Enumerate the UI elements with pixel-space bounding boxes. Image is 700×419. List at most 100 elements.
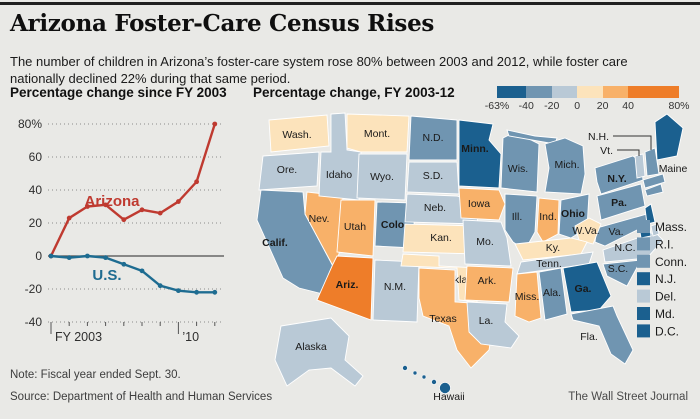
state-utah [336,199,376,257]
state-label-neb: Neb. [424,202,446,214]
data-point [103,202,108,208]
line-chart-svg: 80% 60 40 20 0 -20 -40 FY 2003 ’10 Arizona U.S. [18,117,224,344]
state-label-ny: N.Y. [607,173,626,185]
state-miss [514,271,542,323]
data-point [176,288,181,294]
state-label-hawaii: Hawaii [433,391,465,403]
state-label-ala: Ala. [543,287,561,299]
state-label-utah: Utah [344,221,366,233]
data-point [176,199,181,204]
state-label-ariz: Ariz. [336,279,359,291]
state-label-ohio: Ohio [561,208,585,220]
data-point [194,179,200,185]
state-label-mont: Mont. [364,128,390,140]
state-conn_sl [644,183,664,197]
scale-tick-label: -20 [544,100,560,112]
series-label-arizona: Arizona [84,193,140,210]
series-line-arizona [49,123,216,257]
state-label-colo: Colo. [381,219,407,231]
data-point [103,255,108,261]
state-la [466,301,520,349]
state-ky [514,237,588,261]
state-ark [464,265,514,303]
chart-title: Percentage change since FY 2003 [10,85,227,100]
small-state-swatch [637,237,650,251]
scale-tick-label: 40 [622,100,634,112]
state-mass_sl [642,173,666,189]
state-label-nd: N.D. [423,132,444,144]
state-nj [644,203,656,225]
data-point [194,289,200,295]
state-okla [400,253,480,303]
scale-segment [526,86,552,98]
state-wis [500,131,540,193]
color-scale-legend [497,86,679,98]
state-label-sd: S.D. [423,170,443,182]
state-ariz [316,255,374,321]
state-wva [574,217,602,245]
scale-tick-label: -40 [518,100,534,112]
leader-line-nh [613,135,652,150]
state-ga [562,261,612,313]
state-label-alaska: Alaska [295,341,327,353]
leader-line-vt [617,149,640,156]
state-label-wash: Wash. [282,129,311,141]
scale-segment [602,86,629,98]
state-label-ill: Ill. [512,211,523,223]
y-tick-label: 20 [29,216,43,230]
state-pa [596,183,646,221]
state-ore [258,151,320,191]
state-label-ark: Ark. [478,275,497,287]
state-label-la: La. [479,315,494,327]
dek: The number of children in Arizona’s fost… [10,54,628,87]
state-label-va: Va. [609,226,624,238]
state-label-ga: Ga. [575,283,592,295]
small-state-label: D.C. [655,324,679,338]
note: Note: Fiscal year ended Sept. 30. [10,369,181,381]
data-point [121,261,127,267]
credit: The Wall Street Journal [568,391,688,403]
data-point [157,283,163,289]
y-tick-label: 40 [29,183,43,197]
small-state-label: N.J. [655,272,676,286]
state-hawaii [421,374,427,380]
small-state-swatch [637,272,650,286]
state-maine [654,113,684,161]
data-point [139,207,145,213]
state-label-maine: Maine [659,163,688,175]
data-point [85,204,90,209]
source: Source: Department of Health and Human S… [10,391,273,403]
y-tick-label: 80% [18,117,42,131]
scale-tick-label: 0 [574,100,581,112]
scale-segment [497,86,527,98]
y-tick-label: -40 [25,315,43,329]
state-minn [458,119,502,189]
scale-segment [551,86,578,98]
state-iowa [458,187,506,221]
state-label-wis: Wis. [508,163,528,175]
state-label-iowa: Iowa [468,198,490,210]
state-ala [538,267,568,321]
state-label-kan: Kan. [430,232,452,244]
state-label-ky: Ky. [546,242,560,254]
state-label-nh: N.H. [588,131,609,143]
state-label-minn: Minn. [461,143,488,155]
top-rule [0,2,700,5]
small-state-swatch [637,324,650,338]
data-point [48,253,54,259]
state-label-nc: N.C. [615,242,636,254]
scale-tick-label: -63% [484,100,510,112]
state-label-nev: Nev. [309,213,330,225]
small-state-label: Mass. [655,220,687,234]
scale-tick-label: 80% [668,100,690,112]
us-map-svg: Wash. Ore. Calif. Nev. Idaho Mont. Wyo. Utah Col… [256,112,688,403]
state-alaska [274,317,364,387]
state-hawaii [439,382,451,394]
state-texas [418,267,494,369]
scale-tick-label: 20 [596,100,609,112]
state-label-tenn: Tenn. [536,258,562,270]
small-state-swatch [637,289,650,303]
state-fla [570,305,634,365]
state-label-vt: Vt. [600,145,613,157]
